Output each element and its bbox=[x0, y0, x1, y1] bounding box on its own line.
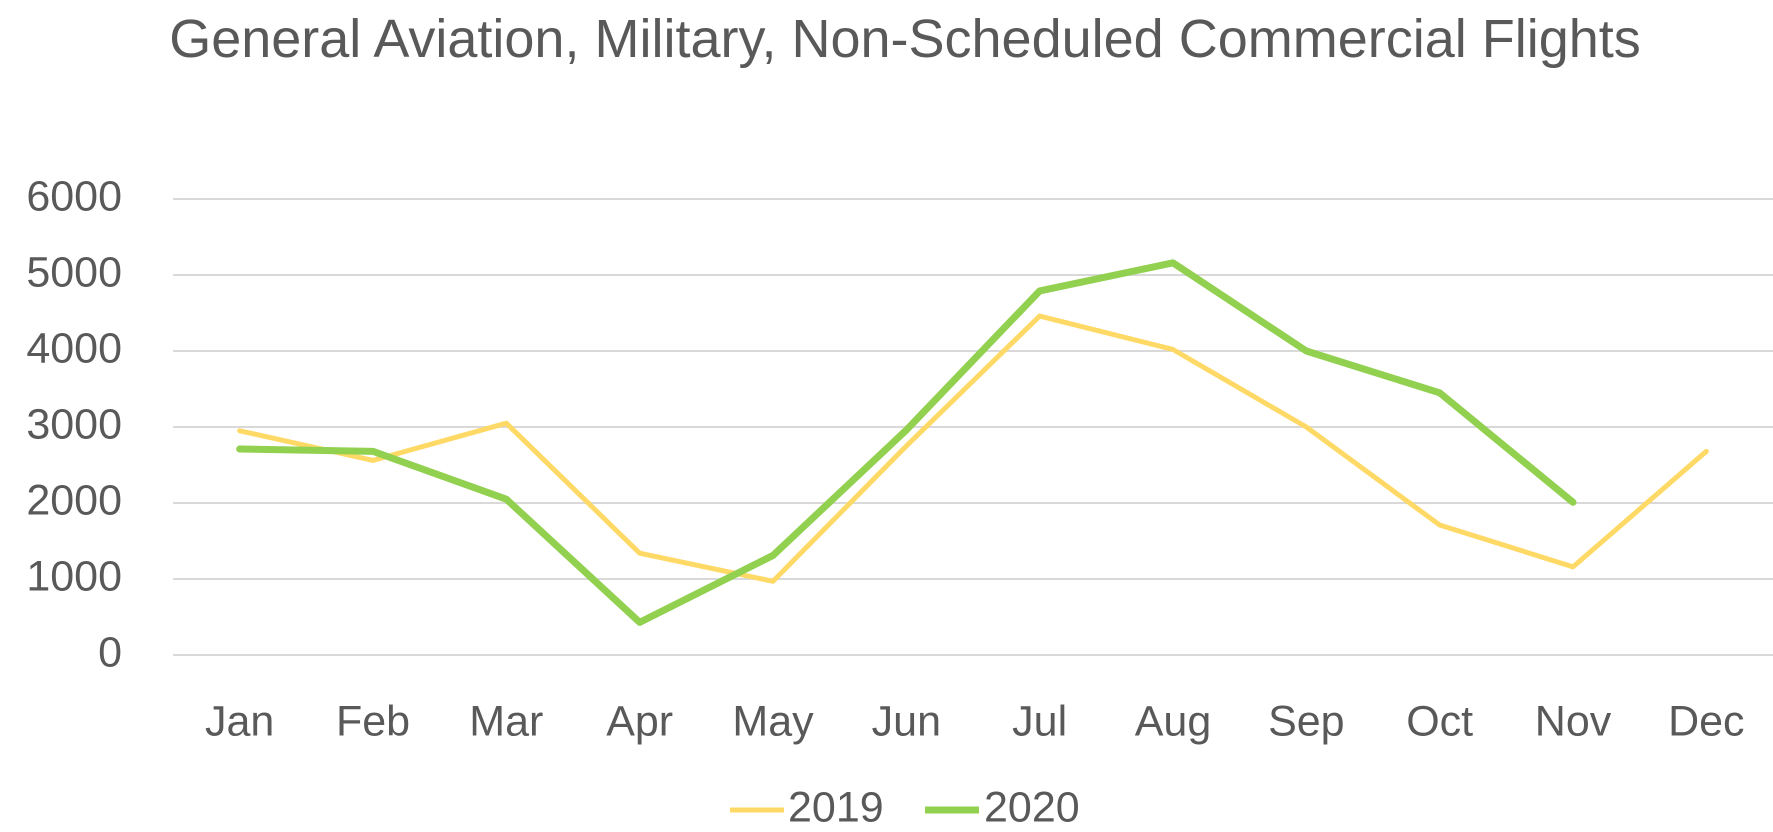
x-tick-label: Mar bbox=[469, 697, 543, 745]
chart-title: General Aviation, Military, Non-Schedule… bbox=[169, 9, 1641, 69]
line-series bbox=[236, 259, 1577, 626]
x-tick-label: Feb bbox=[336, 697, 410, 745]
x-tick-label: Dec bbox=[1668, 697, 1744, 745]
y-tick-label: 5000 bbox=[26, 248, 122, 296]
x-tick-label: Jul bbox=[1012, 697, 1067, 745]
x-tick-label: Jan bbox=[205, 697, 274, 745]
line-series bbox=[237, 313, 1709, 584]
y-tick-label: 2000 bbox=[26, 476, 122, 524]
x-tick-label: Apr bbox=[606, 697, 673, 745]
x-tick-label: Sep bbox=[1268, 697, 1345, 745]
x-tick-label: Aug bbox=[1135, 697, 1212, 745]
legend-label: 2019 bbox=[788, 783, 884, 831]
x-tick-label: Nov bbox=[1535, 697, 1612, 745]
legend-label: 2020 bbox=[984, 783, 1080, 831]
y-tick-label: 0 bbox=[98, 628, 122, 676]
y-tick-label: 3000 bbox=[26, 400, 122, 448]
y-tick-label: 4000 bbox=[26, 324, 122, 372]
x-tick-label: Oct bbox=[1406, 697, 1473, 745]
y-tick-label: 1000 bbox=[26, 552, 122, 600]
y-tick-label: 6000 bbox=[26, 172, 122, 220]
x-tick-label: May bbox=[732, 697, 814, 745]
x-tick-label: Jun bbox=[872, 697, 941, 745]
